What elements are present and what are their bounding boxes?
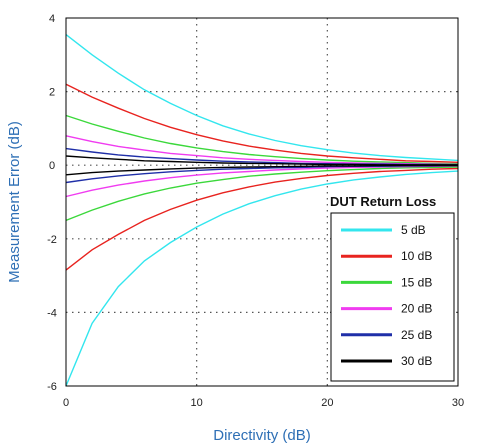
x-tick-label: 30 — [452, 397, 464, 409]
legend-label: 10 dB — [401, 249, 432, 263]
x-axis-title: Directivity (dB) — [213, 427, 311, 444]
y-tick-label: -6 — [47, 381, 57, 393]
x-tick-labels: 0 10 20 30 — [63, 397, 464, 409]
series-lines — [65, 34, 459, 387]
y-tick-label: -2 — [47, 234, 57, 246]
legend-label: 20 dB — [401, 302, 432, 316]
y-tick-labels: -6 -4 -2 0 2 4 — [47, 13, 57, 393]
y-tick-label: 0 — [49, 160, 55, 172]
series-line-upper — [65, 114, 459, 165]
series-line-lower — [65, 166, 459, 222]
series-line-lower — [65, 167, 459, 271]
series-line-upper — [65, 135, 459, 166]
series-line-lower — [65, 164, 458, 176]
x-tick-label: 0 — [63, 397, 69, 409]
plot-area — [65, 17, 459, 387]
series-line-upper — [65, 83, 459, 163]
y-axis-title: Measurement Error (dB) — [6, 121, 23, 283]
grid-lines — [66, 18, 458, 386]
x-tick-label: 20 — [321, 397, 333, 409]
series-line-upper — [65, 155, 458, 166]
legend: DUT Return Loss 5 dB 10 dB 15 dB 20 dB 25 dB… — [330, 194, 455, 382]
legend-label: 5 dB — [401, 223, 426, 237]
y-tick-label: -4 — [47, 307, 57, 319]
legend-title: DUT Return Loss — [330, 194, 436, 209]
series-line-upper — [65, 34, 459, 162]
legend-label: 25 dB — [401, 328, 432, 342]
legend-items: 5 dB 10 dB 15 dB 20 dB 25 dB 30 dB — [341, 223, 432, 368]
legend-box — [330, 212, 455, 382]
legend-label: 30 dB — [401, 354, 432, 368]
y-tick-label: 4 — [49, 13, 55, 25]
x-tick-label: 10 — [191, 397, 203, 409]
y-tick-label: 2 — [49, 87, 55, 99]
legend-label: 15 dB — [401, 275, 432, 289]
series-line-lower — [65, 170, 459, 387]
series-line-lower — [65, 165, 459, 198]
